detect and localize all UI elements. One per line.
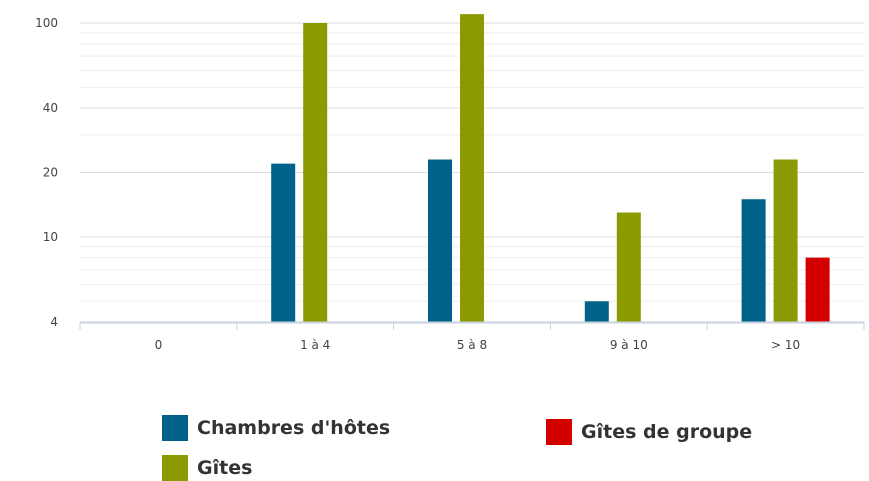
y-tick-label-10: 10 xyxy=(43,230,58,244)
x-tick-label-4: > 10 xyxy=(771,338,800,352)
x-tick-label-0: 0 xyxy=(155,338,163,352)
bar-1-2 xyxy=(460,14,484,323)
y-tick-label-40: 40 xyxy=(43,101,58,115)
axes xyxy=(79,321,865,330)
bar-1-3 xyxy=(616,212,641,322)
bar-1-4 xyxy=(773,159,798,322)
bar-0-1 xyxy=(271,163,296,322)
x-tick-labels: 0 1 à 4 5 à 8 9 à 10 > 10 xyxy=(155,338,801,352)
bar-0-4 xyxy=(741,199,766,322)
x-tick-label-1: 1 à 4 xyxy=(300,338,330,352)
y-tick-label-100: 100 xyxy=(35,16,58,30)
x-tick-label-3: 9 à 10 xyxy=(610,338,648,352)
bars xyxy=(271,14,830,323)
bar-1-1 xyxy=(303,23,328,322)
y-tick-label-4: 4 xyxy=(50,315,58,329)
bar-0-3 xyxy=(584,301,609,322)
bar-0-2 xyxy=(428,159,452,322)
bar-2-4 xyxy=(805,257,830,322)
y-tick-label-20: 20 xyxy=(43,166,58,180)
x-tick-label-2: 5 à 8 xyxy=(457,338,487,352)
y-tick-labels: 4 10 20 40 100 xyxy=(35,16,58,329)
